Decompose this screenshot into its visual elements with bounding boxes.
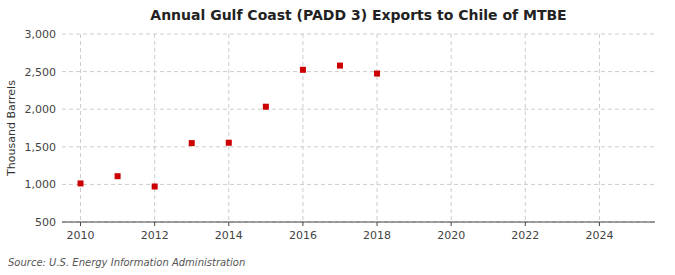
x-grid-line [451, 34, 452, 222]
x-tick-label: 2010 [67, 229, 95, 242]
y-grid-line [62, 34, 655, 35]
y-grid-line [62, 109, 655, 110]
point [300, 67, 306, 73]
x-tick [228, 222, 229, 226]
y-grid-line [62, 222, 655, 223]
y-axis-label: Thousand Barrels [5, 80, 18, 177]
y-grid-line [62, 71, 655, 72]
title: Annual Gulf Coast (PADD 3) Exports to Ch… [150, 7, 566, 23]
source-annotation: Source: U.S. Energy Information Administ… [8, 257, 245, 268]
chart: Annual Gulf Coast (PADD 3) Exports to Ch… [0, 0, 675, 275]
x-tick-label: 2018 [363, 229, 391, 242]
x-tick-label: 2022 [511, 229, 539, 242]
x-tick [154, 222, 155, 226]
point [78, 180, 84, 186]
x-tick-label: 2024 [585, 229, 613, 242]
x-tick-label: 2012 [141, 229, 169, 242]
x-tick [599, 222, 600, 226]
x-tick-label: 2020 [437, 229, 465, 242]
x-grid-line [228, 34, 229, 222]
x-grid-line [599, 34, 600, 222]
point [189, 140, 195, 146]
y-tick-label: 1,000 [25, 178, 57, 191]
points [78, 63, 381, 190]
y-grid-line [62, 146, 655, 147]
y-tick-label: 3,000 [25, 28, 57, 41]
point [115, 173, 121, 179]
y-tick-label: 500 [35, 216, 56, 229]
x-tick-label: 2016 [289, 229, 317, 242]
y-tick-label: 1,500 [25, 141, 57, 154]
x-tick [451, 222, 452, 226]
x-axis-line [62, 222, 655, 223]
x-tick [525, 222, 526, 226]
x-grid-line [525, 34, 526, 222]
x-grid-line [80, 34, 81, 222]
point [374, 71, 380, 77]
point [337, 63, 343, 69]
y-tick-label: 2,500 [25, 66, 57, 79]
x-grid-line [302, 34, 303, 222]
x-tick-label: 2014 [215, 229, 243, 242]
x-grid-line [154, 34, 155, 222]
point [152, 184, 158, 190]
y-grid-line [62, 184, 655, 185]
x-tick [377, 222, 378, 226]
x-grid-line [377, 34, 378, 222]
grid [62, 34, 655, 222]
point [226, 140, 232, 146]
x-tick [302, 222, 303, 226]
y-tick-label: 2,000 [25, 103, 57, 116]
x-tick [80, 222, 81, 226]
point [263, 104, 269, 110]
